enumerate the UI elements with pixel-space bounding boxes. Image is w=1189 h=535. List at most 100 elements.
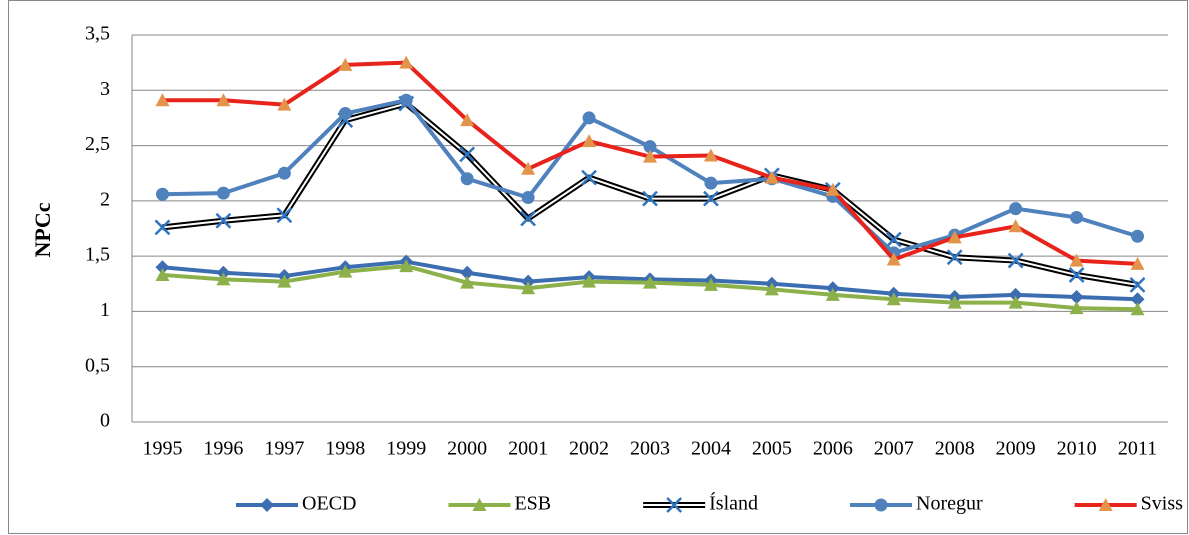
marker — [260, 498, 274, 512]
marker — [946, 249, 963, 266]
marker — [886, 252, 901, 266]
marker — [666, 497, 683, 513]
marker — [399, 259, 414, 273]
marker — [825, 287, 840, 301]
marker — [1069, 290, 1084, 305]
marker — [520, 210, 537, 227]
x-tick-label: 2004 — [691, 438, 731, 460]
marker — [460, 265, 475, 280]
marker — [399, 55, 414, 69]
x-tick-label: 2002 — [569, 438, 609, 460]
marker — [472, 498, 487, 511]
x-tick-label: 2000 — [447, 438, 487, 460]
marker — [582, 134, 597, 148]
marker — [521, 281, 536, 295]
marker — [1129, 277, 1146, 293]
marker — [1131, 229, 1145, 243]
y-tick-label: 2 — [100, 188, 110, 210]
x-tick-label: 2010 — [1057, 438, 1097, 460]
marker — [1008, 295, 1023, 309]
marker — [459, 146, 476, 163]
marker — [1008, 287, 1023, 302]
marker — [1069, 301, 1084, 315]
marker — [703, 277, 718, 291]
y-tick-label: 0 — [100, 410, 110, 432]
y-tick-label: 3,5 — [85, 23, 110, 45]
x-tick-label: 2009 — [996, 438, 1036, 460]
marker — [1008, 219, 1023, 233]
x-tick-label: 2011 — [1118, 438, 1157, 460]
marker — [1007, 252, 1024, 269]
legend-label: Noregur — [916, 493, 983, 515]
marker — [155, 93, 170, 107]
y-tick-label: 1,5 — [85, 244, 110, 266]
y-tick-label: 2,5 — [85, 133, 110, 155]
marker — [276, 207, 293, 224]
x-tick-label: 2006 — [813, 438, 853, 460]
legend-label: ESB — [514, 493, 551, 515]
y-tick-label: 3 — [100, 78, 110, 100]
x-tick-label: 1995 — [142, 438, 182, 460]
marker — [521, 161, 536, 175]
marker — [874, 498, 888, 512]
marker — [215, 212, 232, 229]
marker — [460, 275, 475, 289]
marker — [1098, 498, 1113, 511]
marker — [581, 169, 597, 186]
marker — [885, 231, 902, 248]
x-tick-label: 2008 — [935, 438, 975, 460]
marker — [155, 187, 169, 201]
marker — [1068, 267, 1085, 283]
marker — [216, 93, 231, 107]
x-tick-label: 1996 — [203, 438, 243, 460]
marker — [460, 113, 475, 127]
x-tick-label: 2003 — [630, 438, 670, 460]
marker — [947, 295, 962, 309]
marker — [521, 191, 535, 205]
marker — [154, 219, 171, 236]
marker — [1130, 256, 1145, 270]
marker — [582, 274, 597, 288]
marker — [764, 282, 779, 296]
marker — [338, 107, 352, 121]
marker — [703, 148, 718, 162]
x-tick-label: 2007 — [874, 438, 914, 460]
marker — [1070, 210, 1084, 224]
legend-label: OECD — [302, 493, 356, 515]
legend-label: Ísland — [709, 492, 758, 515]
marker — [1130, 302, 1145, 316]
marker — [1130, 292, 1145, 307]
marker — [764, 170, 779, 184]
marker — [643, 149, 657, 163]
marker — [277, 274, 292, 288]
marker — [703, 190, 719, 207]
y-axis-label: NPCc — [30, 202, 55, 257]
marker — [642, 190, 658, 207]
chart-border — [8, 0, 1188, 534]
marker — [277, 97, 292, 111]
marker — [338, 57, 353, 71]
marker — [643, 140, 657, 154]
marker — [704, 176, 718, 190]
marker — [886, 292, 901, 306]
marker — [155, 260, 170, 275]
marker — [216, 272, 231, 286]
marker — [947, 230, 962, 244]
marker — [1009, 202, 1023, 216]
legend-label: Sviss — [1141, 493, 1183, 515]
y-tick-label: 1 — [100, 299, 110, 321]
marker — [216, 186, 230, 200]
marker — [1069, 253, 1084, 267]
y-tick-label: 0,5 — [85, 354, 110, 376]
x-tick-label: 1999 — [386, 438, 426, 460]
marker — [460, 172, 474, 186]
x-tick-label: 1998 — [325, 438, 365, 460]
marker — [277, 166, 291, 180]
marker — [825, 182, 840, 196]
marker — [643, 275, 657, 289]
x-tick-label: 2001 — [508, 438, 548, 460]
marker — [399, 93, 413, 107]
x-tick-label: 2005 — [752, 438, 792, 460]
